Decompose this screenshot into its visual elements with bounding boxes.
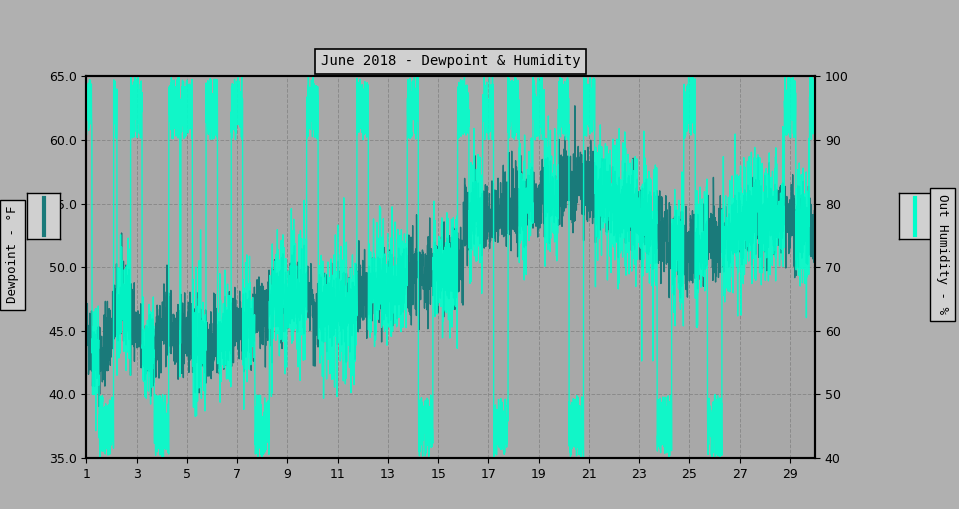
Text: Out Humidity - %: Out Humidity - % xyxy=(936,194,949,315)
Text: Dewpoint - °F: Dewpoint - °F xyxy=(6,206,19,303)
Title: June 2018 - Dewpoint & Humidity: June 2018 - Dewpoint & Humidity xyxy=(321,54,580,68)
